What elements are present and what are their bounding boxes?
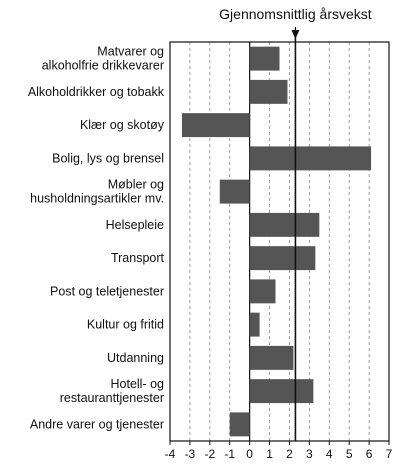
category-label: Møbler og husholdningsartikler mv. <box>30 178 164 206</box>
category-label: Alkoholdrikker og tobakk <box>28 85 165 99</box>
down-arrow-icon <box>291 30 300 39</box>
bar <box>249 312 260 337</box>
x-tick-label: -2 <box>204 447 215 461</box>
x-tick-label: -1 <box>224 447 235 461</box>
bar <box>229 412 250 437</box>
reference-line-label: Gjennomsnittlig årsvekst <box>219 6 372 22</box>
bar <box>249 279 276 304</box>
category-label: Klær og skotøy <box>80 118 165 132</box>
bar <box>249 46 280 71</box>
bar <box>249 212 320 237</box>
x-axis-ticks: -4 -3 -2 -1 0 1 2 3 4 5 6 7 <box>165 441 393 461</box>
bar <box>249 379 314 404</box>
bar <box>249 246 316 271</box>
category-labels: Matvarer og alkoholfrie drikkevarer Alkoho… <box>28 45 165 432</box>
x-tick-label: 6 <box>366 447 373 461</box>
category-label: Post og teletjenester <box>50 284 164 298</box>
x-tick-label: 1 <box>266 447 273 461</box>
category-label: Bolig, lys og brensel <box>52 151 164 165</box>
category-label: Transport <box>111 251 165 265</box>
x-tick-label: 7 <box>386 447 393 461</box>
reference-line-group: Gjennomsnittlig årsvekst <box>219 6 372 441</box>
plot-frame <box>169 41 390 442</box>
category-label: Kultur og fritid <box>87 318 164 332</box>
x-tick-label: -4 <box>165 447 176 461</box>
bar <box>249 79 288 104</box>
bar <box>249 146 372 171</box>
category-label: Helsepleie <box>106 218 164 232</box>
bar <box>181 113 250 138</box>
x-tick-label: 2 <box>286 447 293 461</box>
gridlines <box>189 42 370 441</box>
bar <box>219 179 250 204</box>
bar <box>249 345 294 370</box>
category-label: Andre varer og tjenester <box>30 417 164 431</box>
category-label: Matvarer og alkoholfrie drikkevarer <box>42 45 164 73</box>
x-tick-label: 4 <box>326 447 333 461</box>
x-tick-label: 0 <box>246 447 253 461</box>
category-label: Utdanning <box>107 351 164 365</box>
x-tick-label: -3 <box>185 447 196 461</box>
category-label: Hotell- og restauranttjenester <box>60 377 164 405</box>
bars <box>181 46 372 437</box>
x-tick-label: 3 <box>306 447 313 461</box>
x-tick-label: 5 <box>346 447 353 461</box>
